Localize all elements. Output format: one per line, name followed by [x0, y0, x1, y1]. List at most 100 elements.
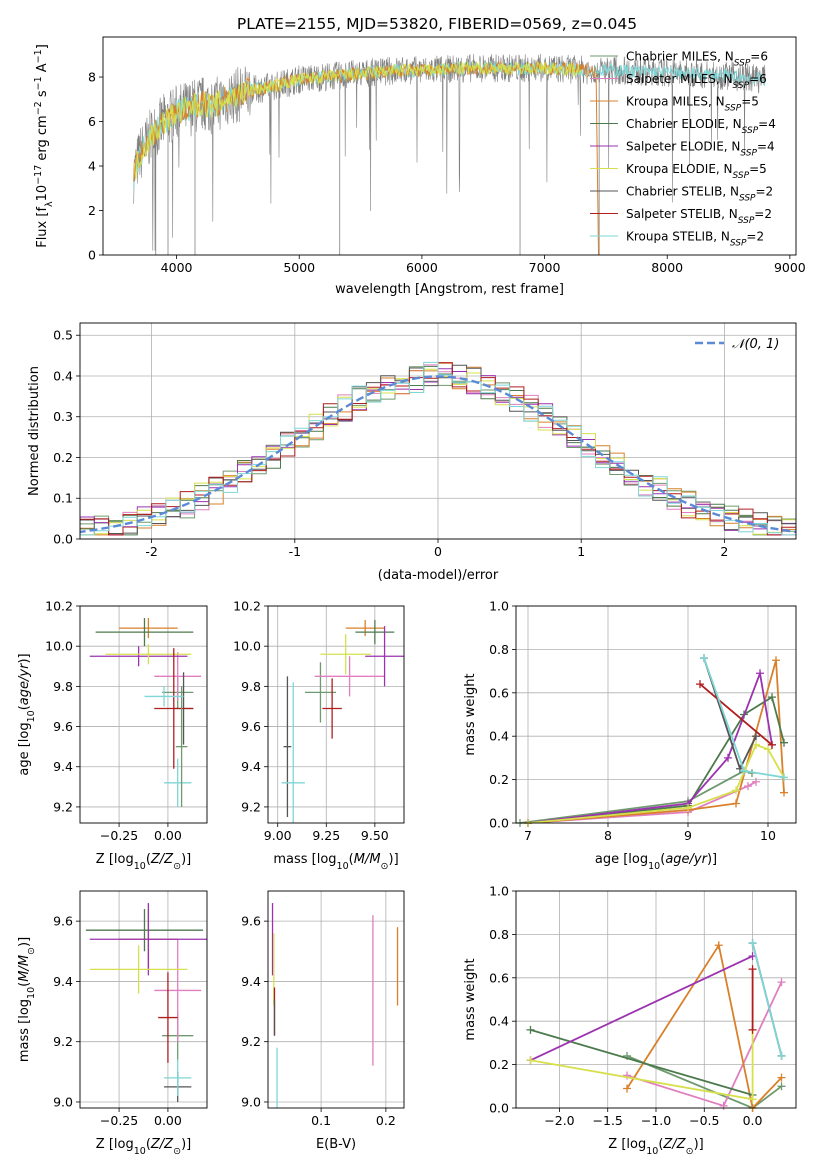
weight-series-line — [530, 955, 753, 1062]
y-tick-label: 0.4 — [53, 368, 73, 383]
legend-entry-part: Kroupa ELODIE, N — [626, 162, 733, 176]
age_vs_mass-xlabel-part: M/M — [354, 852, 381, 867]
mass_weight_vs_Z-xlabel-part: )] — [694, 1137, 704, 1152]
spectrum-ylabel-part: erg cm — [35, 115, 50, 164]
mass_vs_Z-ylabel-part: mass [log — [17, 999, 32, 1062]
weight-point-marker — [780, 773, 788, 782]
y-tick-label: 0.4 — [489, 729, 509, 744]
model-spectrum-line — [133, 61, 582, 180]
legend-entry-part: Chabrier STELIB, N — [626, 185, 739, 199]
mass_vs_Z-xlabel-part: 10 — [134, 1146, 146, 1157]
x-tick-label: -1 — [289, 544, 301, 559]
y-tick-label: 9.2 — [241, 1034, 261, 1049]
mass_vs_Z-axes: −0.25 0.00 9.0 9.2 9.4 9.6 — [53, 891, 207, 1128]
y-tick-label: 0.3 — [53, 409, 73, 424]
legend-entry: Kroupa MILES, NSSP=5 — [626, 95, 759, 114]
mass_vs_ebv-axes: 0.1 0.2 9.0 9.2 9.4 9.6 — [241, 891, 404, 1128]
legend-entry-part: SSP — [725, 104, 742, 114]
weight-point-marker — [748, 1025, 757, 1034]
x-tick-label: 10 — [760, 828, 776, 843]
weight-point-marker — [748, 1095, 757, 1104]
spectrum-ylabel-part: λ — [44, 201, 55, 207]
age_vs_mass-xlabel-part: ⊙ — [381, 861, 389, 872]
weight-point-marker — [777, 978, 786, 987]
legend-entry-part: SSP — [738, 216, 755, 226]
spectrum-ylabel-part: −17 — [33, 165, 44, 185]
mass_vs_Z-ylabel-part: ( — [17, 982, 32, 987]
weight-series-line — [699, 683, 773, 746]
y-tick-label: 9.4 — [53, 974, 73, 989]
legend-entry-part: =5 — [749, 162, 767, 176]
mass_vs_Z-frame — [79, 890, 208, 1109]
y-tick-label: 0.2 — [489, 772, 509, 787]
legend-entry-part: Salpeter ELODIE, N — [626, 140, 740, 154]
age_vs_Z-xlabel-part: Z [log — [96, 852, 134, 867]
weight-point-marker — [756, 669, 764, 678]
weight-point-marker — [752, 732, 760, 741]
weight-point-marker — [526, 1025, 535, 1034]
y-tick-label: 6 — [88, 114, 96, 129]
y-tick-label: 9.6 — [241, 914, 261, 929]
mass_weight_vs_Z-frame — [515, 890, 797, 1109]
legend-entry-part: SSP — [733, 81, 750, 91]
spectrum-ylabel: Flux [fλ10−17 erg cm−2 s−1 A−1] — [33, 44, 55, 248]
legend-entry: Salpeter MILES, NSSP=6 — [626, 72, 767, 91]
x-tick-label: 9000 — [774, 260, 806, 275]
spectrum-frame — [102, 36, 797, 256]
normal-curve-line — [80, 375, 796, 534]
spectrum-ylabel-part: −1 — [33, 76, 44, 90]
age_vs_Z-xlabel: Z [log10(Z/Z⊙)] — [96, 852, 191, 872]
y-tick-label: 10.2 — [233, 599, 261, 614]
residuals-xlabel: (data-model)/error — [378, 568, 499, 583]
y-tick-label: 0.8 — [489, 642, 509, 657]
weight-point-marker — [748, 965, 757, 974]
legend-entry-part: =6 — [750, 50, 768, 64]
y-tick-label: 9.8 — [53, 679, 73, 694]
y-tick-label: 1.0 — [489, 884, 509, 899]
y-tick-label: 1.0 — [489, 599, 509, 614]
weight-point-marker — [526, 1056, 535, 1065]
residual-histogram-step — [80, 361, 796, 536]
age_vs_Z-ylabel: age [log10(age/yr)] — [17, 653, 37, 775]
mass_vs_ebv-frame — [267, 890, 405, 1109]
residuals-ylabel: Normed distribution — [27, 366, 42, 496]
age_vs_mass-frame — [267, 605, 405, 824]
legend-entry-part: Chabrier ELODIE, N — [626, 117, 742, 131]
mass_vs_ebv-errorbars — [271, 903, 399, 1108]
legend-entry-part: Chabrier MILES, N — [626, 50, 734, 64]
x-tick-label: 4000 — [161, 260, 193, 275]
age_vs_Z-xlabel-part: ( — [146, 852, 151, 867]
x-tick-label: −0.25 — [100, 828, 138, 843]
y-tick-label: 0.2 — [53, 450, 73, 465]
y-tick-label: 10.2 — [45, 599, 73, 614]
mass_weight_vs_Z-xlabel-part: ( — [658, 1137, 663, 1152]
x-tick-label: 0.2 — [376, 1113, 396, 1128]
weight-point-marker — [764, 745, 772, 754]
y-tick-label: 0.0 — [489, 1101, 509, 1116]
y-tick-label: 0 — [88, 248, 96, 263]
weight-point-marker — [752, 777, 760, 786]
legend-entry-part: =2 — [754, 207, 772, 221]
legend-entry: Chabrier STELIB, NSSP=2 — [626, 185, 773, 204]
x-tick-label: 5000 — [283, 260, 315, 275]
x-tick-label: 0.00 — [154, 828, 182, 843]
legend-entry-part: Kroupa STELIB, N — [626, 230, 730, 244]
y-tick-label: 9.4 — [241, 974, 261, 989]
mass_vs_ebv-xlabel-part: E(B-V) — [316, 1137, 356, 1152]
mass_weight_vs_Z-xlabel-part: ⊙ — [686, 1146, 694, 1157]
y-tick-label: 9.4 — [53, 759, 73, 774]
legend-entry-part: SSP — [733, 171, 750, 181]
residual-histograms — [80, 361, 796, 536]
residuals-frame — [79, 322, 797, 540]
x-tick-label: 0.00 — [154, 1113, 182, 1128]
spectrum-axes: 4000 5000 6000 7000 8000 9000 0 2 4 6 8 — [88, 70, 806, 275]
x-tick-label: −2.0 — [544, 1113, 574, 1128]
age_vs_Z-errorbars — [89, 618, 202, 807]
legend-entry-part: SSP — [740, 149, 757, 159]
x-tick-label: −1.5 — [593, 1113, 623, 1128]
age_vs_Z-xlabel-part: 10 — [134, 861, 146, 872]
age_vs_Z-ylabel-part: ( — [17, 705, 32, 710]
mass_vs_Z-xlabel-part: ( — [146, 1137, 151, 1152]
weight-point-marker — [768, 740, 776, 749]
age_vs_Z-ylabel-part: )] — [17, 653, 32, 663]
